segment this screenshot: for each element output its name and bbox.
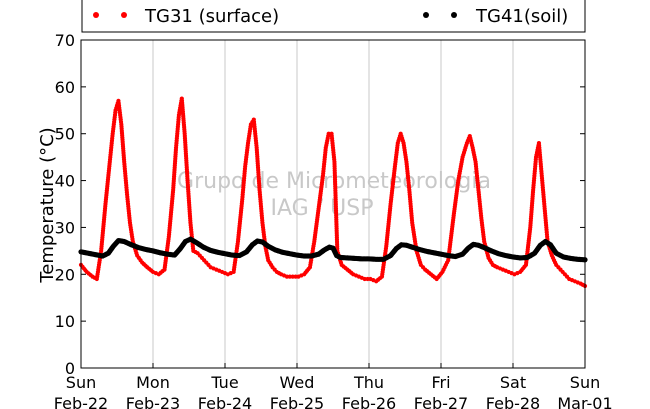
x-tick-label-day: Sun [570,373,600,392]
legend-marker-soil [451,12,457,18]
y-tick-label: 10 [55,312,75,331]
legend-marker-soil [423,12,429,18]
x-tick-label-day: Fri [431,373,450,392]
x-tick-label-day: Tue [210,373,238,392]
y-tick-label: 70 [55,31,75,50]
y-axis-title: Temperature (°C) [37,127,58,283]
legend-marker-surface [93,12,99,18]
y-tick-label: 50 [55,125,75,144]
legend-item-surface: TG31 (surface) [93,6,279,27]
x-tick-label-date: Feb-24 [198,394,252,409]
x-tick-label-date: Feb-25 [270,394,324,409]
x-tick-label-date: Feb-23 [126,394,180,409]
legend-box [81,0,586,33]
x-tick-label-date: Feb-22 [54,394,108,409]
plot-frame [80,39,586,369]
legend-item-soil: TG41(soil) [423,6,568,27]
x-tick-label-date: Feb-28 [486,394,540,409]
x-tick-label-date: Feb-27 [414,394,468,409]
data-point [284,274,290,279]
y-tick-label: 0 [65,359,75,378]
legend-label-soil: TG41(soil) [475,6,568,27]
data-point [287,274,292,279]
grid-lines [152,40,514,368]
data-point [290,274,295,279]
x-tick-label-date: Mar-01 [557,394,612,409]
y-tick-label: 60 [55,78,75,97]
data-point [326,131,331,136]
data-point [365,276,370,282]
x-tick-label-day: Mon [136,373,170,392]
plot-area [81,40,585,368]
legend-label-surface: TG31 (surface) [144,6,279,27]
axis-ticks: Sun Feb-22 Mon Feb-23 Tue Feb-24 Wed Feb-25 Thu F… [54,31,613,409]
x-tick-label-day: Wed [280,373,315,392]
series-soil [78,236,588,263]
y-tick-label: 30 [55,218,75,237]
data-point [362,276,367,282]
data-series [78,96,588,289]
legend-marker-surface [121,12,127,18]
data-point [293,274,298,279]
watermark-line-2: IAG / USP [271,196,374,221]
x-tick-label-date: Feb-26 [342,394,396,409]
x-tick-label-day: Thu [353,373,384,392]
x-tick-label-day: Sun [66,373,96,392]
y-tick-label: 20 [55,265,75,284]
y-tick-label: 40 [55,172,75,191]
x-tick-label-day: Sat [500,373,526,392]
